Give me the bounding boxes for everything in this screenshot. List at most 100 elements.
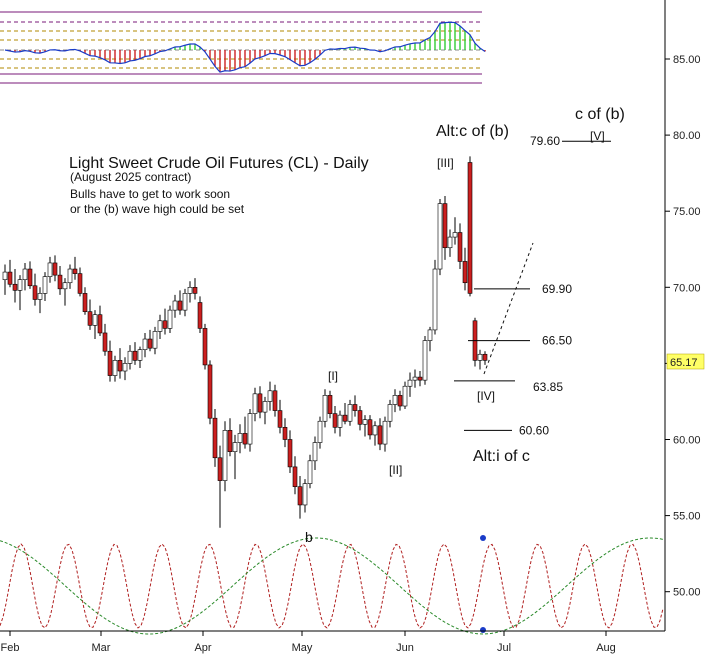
candle [162,308,168,335]
candle-body [207,364,213,419]
candle [357,406,363,431]
candle-body [102,332,108,352]
candle-body [82,293,88,312]
y-tick-label: 70.00 [673,282,701,294]
candle [32,273,38,306]
candle-body [377,425,383,445]
candle-body [402,385,408,407]
candle [327,390,333,419]
candle-body [112,360,118,376]
candle-body [282,427,288,440]
candle-body [32,285,38,300]
candle [182,288,188,317]
candle-body [397,395,403,407]
candle [332,406,338,434]
wave-label-i: [I] [328,369,338,383]
candle-body [437,203,443,270]
candle-body [92,314,98,326]
candle [237,424,243,454]
candle [217,445,223,528]
candle [432,259,438,335]
candle-body [157,320,163,332]
candle [2,264,8,295]
candle-body [37,293,43,300]
candle [462,247,468,291]
candle [37,287,43,314]
candle-body [67,268,73,284]
candle [317,416,323,449]
wave-label-c-of-b: c of (b) [575,106,625,123]
candle [257,386,263,419]
candle-body [287,439,293,468]
candle [267,381,273,411]
candle-body [87,311,93,326]
candle-body [177,300,183,311]
candle-body [277,410,283,428]
y-tick-label: 80.00 [673,130,701,142]
candle-body [172,300,178,311]
candle-body [362,419,368,425]
candle-body [152,331,158,349]
candle [47,256,53,283]
candle-body [292,466,298,487]
candle-body [107,350,113,376]
candle-body [302,483,308,506]
candle-body [367,419,373,436]
wave-label-iv: [IV] [477,389,495,403]
candle [157,314,163,340]
candle [452,217,458,245]
candle-body [417,376,423,381]
candle [457,223,463,270]
x-tick-label: Mar [92,642,111,654]
x-tick-label: Jul [497,642,511,654]
candle [42,272,48,301]
candle-body [317,420,323,443]
candle-body [217,457,223,481]
candle [172,294,178,318]
candle-body [342,414,348,422]
candle [387,399,393,428]
price-pane: 79.60 69.90 66.50 63.85 60.60 [2,134,611,528]
candle-body [482,353,488,361]
chart-title: Light Sweet Crude Oil Futures (CL) - Dai… [69,155,369,172]
candle-body [222,430,228,481]
candle [67,264,73,289]
candle-body [182,293,188,311]
candle-body [147,338,153,349]
candle [392,389,398,413]
candle-body [117,360,123,372]
candle [447,229,453,257]
candle-body [7,271,13,285]
candle [247,409,253,452]
candle [282,418,288,448]
candle [222,421,228,492]
candle [202,323,208,370]
candle-body [122,363,128,372]
wave-label-iii: [III] [437,156,454,170]
candle-body [382,420,388,445]
candle-body [252,393,258,414]
candlestick-series [2,156,488,528]
candle-body [137,349,143,361]
candle-body [242,433,248,445]
candle-body [447,236,453,249]
candle-body [307,460,313,484]
last-price-tag-label: 65.17 [670,357,698,369]
projection-dashed-line [483,242,534,375]
y-tick-label: 50.00 [673,587,701,599]
candle-body [457,232,463,262]
candle [92,310,98,340]
candle-body [387,404,393,422]
candle [397,390,403,411]
wave-label-v: [V] [590,129,605,143]
candle [322,389,328,428]
candle-body [52,262,58,276]
candle [417,371,423,387]
candle [167,305,173,333]
candle-body [212,417,218,459]
candle-body [322,395,328,422]
candle [87,299,93,330]
candle-body [297,486,303,506]
candle [412,369,418,388]
y-tick-label: 75.00 [673,206,701,218]
